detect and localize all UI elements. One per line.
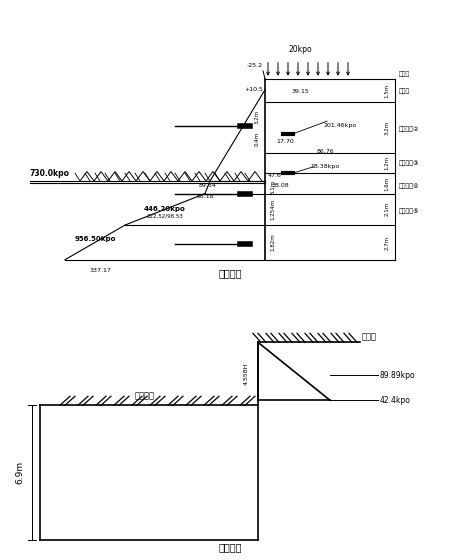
Text: 2.1m: 2.1m	[384, 202, 389, 217]
Text: 2.7m: 2.7m	[384, 235, 389, 250]
Text: 85.18: 85.18	[196, 194, 213, 199]
Text: 730.0kpo: 730.0kpo	[30, 169, 70, 178]
Text: 337.17: 337.17	[89, 268, 111, 273]
Text: 5.1m: 5.1m	[270, 180, 275, 194]
Text: 3.2m: 3.2m	[254, 109, 259, 124]
Text: 42.4kpo: 42.4kpo	[379, 396, 410, 405]
Text: 粉质粘土②: 粉质粘土②	[398, 126, 419, 132]
Text: 89.89kpo: 89.89kpo	[379, 371, 415, 380]
Text: 基坑底面: 基坑底面	[134, 391, 155, 400]
Text: 20kpo: 20kpo	[287, 44, 311, 54]
Text: 1.6m: 1.6m	[384, 176, 389, 190]
Text: 粉质粘土⑤: 粉质粘土⑤	[398, 208, 419, 214]
Text: 1.82m: 1.82m	[270, 234, 275, 251]
Text: 4.558H: 4.558H	[243, 363, 248, 385]
Text: 素填土: 素填土	[398, 88, 409, 94]
Text: 89.34: 89.34	[199, 183, 217, 188]
Text: +10.5: +10.5	[244, 87, 263, 92]
Text: 38.08: 38.08	[271, 183, 288, 188]
Text: 446.20kpo: 446.20kpo	[144, 206, 185, 212]
Text: 3.2m: 3.2m	[384, 120, 389, 134]
Text: 土压力图: 土压力图	[218, 269, 241, 279]
Text: 1.254m: 1.254m	[270, 199, 275, 220]
Text: 956.50kpo: 956.50kpo	[74, 236, 115, 242]
Text: 6.9m: 6.9m	[16, 461, 24, 484]
Text: 17.70: 17.70	[275, 139, 293, 144]
Text: 1.2m: 1.2m	[384, 156, 389, 170]
Text: 粉质粘土③: 粉质粘土③	[398, 161, 419, 166]
Text: 222.52/98.53: 222.52/98.53	[146, 213, 183, 218]
Text: 0.4m: 0.4m	[254, 132, 259, 146]
Text: 1.5m: 1.5m	[384, 83, 389, 97]
Text: 201.46kpo: 201.46kpo	[323, 123, 356, 128]
Text: 86.76: 86.76	[315, 148, 333, 153]
Text: 水压力图: 水压力图	[218, 542, 241, 552]
Text: 粉质粘土④: 粉质粘土④	[398, 183, 419, 189]
Text: 18.38kpo: 18.38kpo	[310, 164, 339, 169]
Text: -25.2: -25.2	[246, 63, 263, 68]
Text: 39.15: 39.15	[291, 89, 308, 94]
Text: 原地面: 原地面	[398, 72, 409, 77]
Text: 原地面: 原地面	[361, 333, 376, 342]
Text: 47.6: 47.6	[268, 173, 281, 178]
